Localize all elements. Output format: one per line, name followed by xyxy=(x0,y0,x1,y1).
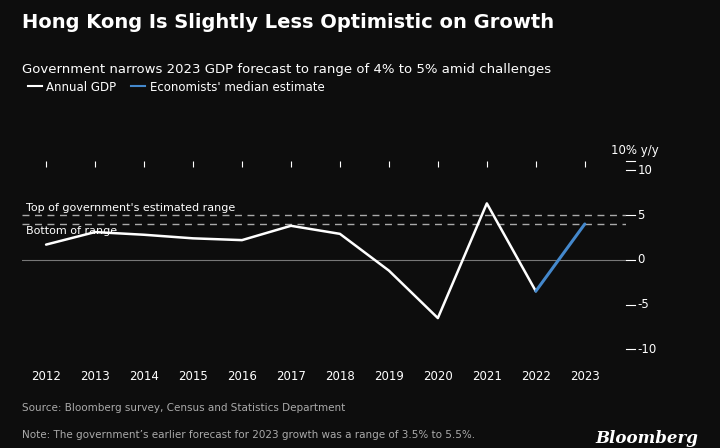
Text: Top of government's estimated range: Top of government's estimated range xyxy=(27,203,235,213)
Text: -10: -10 xyxy=(637,343,657,356)
Text: Note: The government’s earlier forecast for 2023 growth was a range of 3.5% to 5: Note: The government’s earlier forecast … xyxy=(22,430,474,440)
Legend: Annual GDP, Economists' median estimate: Annual GDP, Economists' median estimate xyxy=(27,81,324,94)
Text: Source: Bloomberg survey, Census and Statistics Department: Source: Bloomberg survey, Census and Sta… xyxy=(22,403,345,413)
Text: 5: 5 xyxy=(637,208,644,222)
Text: Bottom of range: Bottom of range xyxy=(27,226,117,236)
Text: 10: 10 xyxy=(637,164,652,177)
Text: Government narrows 2023 GDP forecast to range of 4% to 5% amid challenges: Government narrows 2023 GDP forecast to … xyxy=(22,63,551,76)
Text: 0: 0 xyxy=(637,253,644,267)
Text: -5: -5 xyxy=(637,298,649,311)
Text: Bloomberg: Bloomberg xyxy=(595,430,698,447)
Text: 10% y/y: 10% y/y xyxy=(611,144,659,157)
Text: Hong Kong Is Slightly Less Optimistic on Growth: Hong Kong Is Slightly Less Optimistic on… xyxy=(22,13,554,32)
